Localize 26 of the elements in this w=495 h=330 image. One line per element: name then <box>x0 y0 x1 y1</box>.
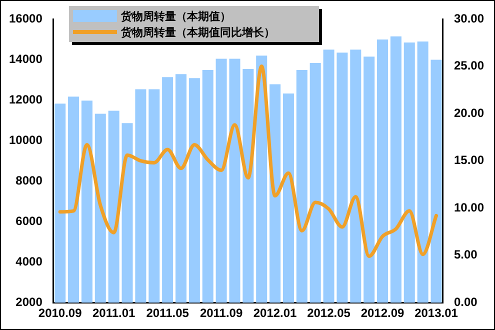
x-tick-label: 2011.05 <box>146 306 190 320</box>
y2-tick-label: 0.00 <box>454 294 478 309</box>
y2-tick-label: 30.00 <box>454 11 484 26</box>
y2-tick-label: 5.00 <box>454 248 478 262</box>
x-tick-label: 2010.09 <box>38 306 82 320</box>
line-series <box>58 64 438 258</box>
legend-label: 货物周转量（本期值同比增长） <box>121 24 275 40</box>
y-tick-label: 6000 <box>16 214 43 228</box>
y-tick-label: 4000 <box>16 254 43 268</box>
y-tick-label: 10000 <box>8 132 43 147</box>
x-tick-label: 2011.09 <box>200 306 243 320</box>
y2-tick-label: 25.00 <box>454 58 484 73</box>
y-tick-label: 14000 <box>8 52 43 66</box>
y2-tick-label: 10.00 <box>454 200 484 214</box>
y-tick-label: 2000 <box>16 294 43 309</box>
x-tick-label: 2013.01 <box>414 306 458 320</box>
legend-label: 货物周转量（本期值） <box>121 8 231 24</box>
y-tick-label: 16000 <box>8 11 43 26</box>
x-tick-label: 2012.09 <box>360 306 405 320</box>
x-tick-label: 2011.01 <box>92 306 136 320</box>
x-tick-label: 2012.05 <box>307 306 351 320</box>
y-tick-label: 12000 <box>8 92 43 106</box>
y2-tick-label: 15.00 <box>454 153 484 168</box>
y2-tick-label: 20.00 <box>454 106 484 120</box>
y-tick-label: 8000 <box>16 173 43 188</box>
x-tick-label: 2012.01 <box>253 306 298 320</box>
